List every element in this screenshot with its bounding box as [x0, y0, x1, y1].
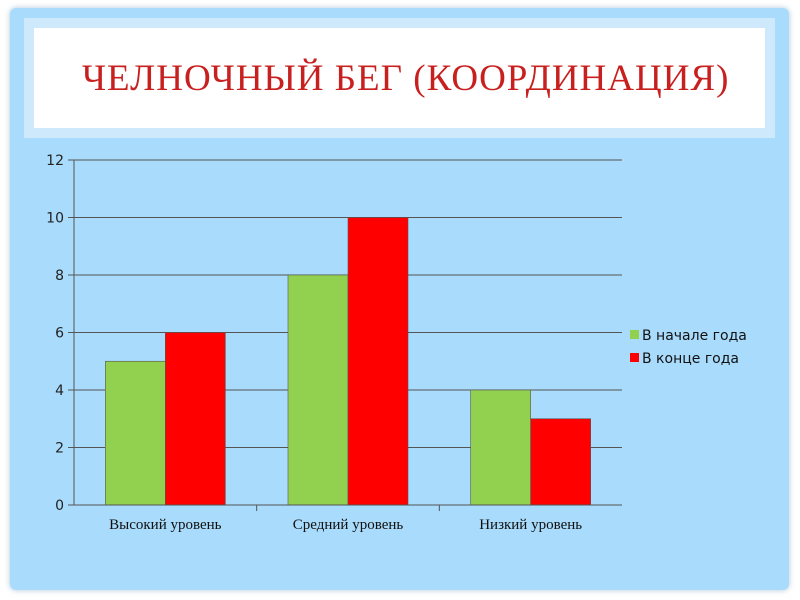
bar [347, 217, 409, 506]
y-tick-label: 8 [55, 268, 64, 284]
x-category-label: Высокий уровень [109, 517, 222, 533]
axes [73, 160, 622, 511]
x-category-labels: Высокий уровень Средний уровень Низкий уро… [109, 517, 582, 533]
bar [470, 389, 531, 506]
legend: В начале года В конце года [630, 328, 747, 367]
bar [165, 332, 226, 506]
y-tick-label: 10 [46, 211, 64, 227]
x-category-label: Средний уровень [293, 517, 404, 533]
bar [287, 274, 349, 506]
title-frame: ЧЕЛНОЧНЫЙ БЕГ (КООРДИНАЦИЯ) [24, 18, 775, 138]
legend-label: В конце года [642, 351, 739, 367]
bar [105, 360, 166, 506]
x-category-label: Низкий уровень [479, 517, 582, 533]
y-tick-label: 6 [55, 326, 64, 342]
y-tick-label: 0 [55, 498, 64, 514]
bar [530, 418, 591, 506]
bars [105, 217, 591, 506]
legend-swatch [630, 330, 639, 339]
legend-label: В начале года [642, 328, 747, 344]
y-tick-label: 4 [55, 383, 64, 399]
y-tick-label: 12 [46, 153, 64, 169]
y-tick-labels: 0 2 4 6 8 10 12 [46, 153, 64, 514]
legend-swatch [630, 353, 639, 362]
page-title: ЧЕЛНОЧНЫЙ БЕГ (КООРДИНАЦИЯ) [82, 57, 730, 99]
y-tick-label: 2 [55, 441, 64, 457]
title-panel: ЧЕЛНОЧНЫЙ БЕГ (КООРДИНАЦИЯ) [34, 28, 765, 128]
